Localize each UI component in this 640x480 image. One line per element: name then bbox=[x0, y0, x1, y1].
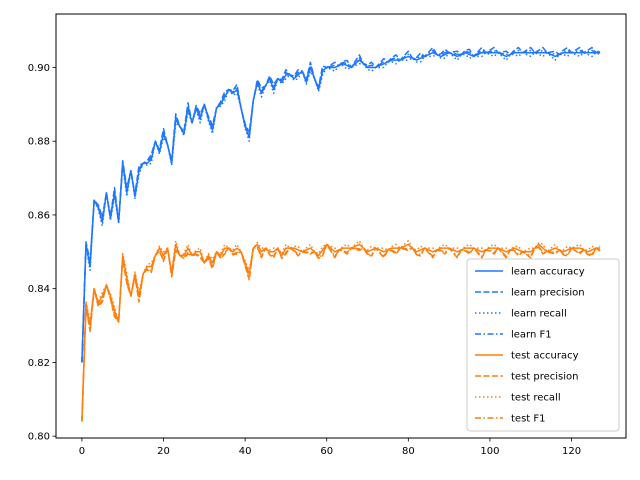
x-tick-label: 100 bbox=[480, 446, 499, 457]
y-tick-label: 0.90 bbox=[28, 63, 50, 74]
legend: learn accuracy learn precision learn recal… bbox=[466, 258, 620, 432]
x-tick-label: 60 bbox=[320, 446, 333, 457]
legend-label: learn accuracy bbox=[511, 267, 585, 278]
x-tick-label: 80 bbox=[402, 446, 415, 457]
y-tick-label: 0.88 bbox=[28, 137, 50, 148]
y-tick-label: 0.82 bbox=[28, 358, 50, 369]
x-tick-label: 120 bbox=[562, 446, 581, 457]
legend-label: learn recall bbox=[511, 309, 567, 320]
legend-label: learn F1 bbox=[511, 330, 552, 341]
x-tick-label: 0 bbox=[79, 446, 85, 457]
series-layer bbox=[81, 46, 601, 422]
legend-label: test precision bbox=[511, 372, 579, 383]
series-line-test-f1 bbox=[81, 243, 601, 422]
x-tick-label: 40 bbox=[239, 446, 252, 457]
legend-label: test accuracy bbox=[511, 351, 579, 362]
x-tick-label: 20 bbox=[157, 446, 170, 457]
y-tick-label: 0.80 bbox=[28, 432, 50, 443]
y-tick-label: 0.86 bbox=[28, 210, 50, 221]
legend-label: test recall bbox=[511, 393, 561, 404]
legend-label: test F1 bbox=[511, 414, 546, 425]
y-axis: 0.80 0.82 0.84 0.86 0.88 0.90 bbox=[28, 63, 56, 443]
series-line-learn-f1 bbox=[81, 49, 601, 363]
legend-label: learn precision bbox=[511, 288, 585, 299]
x-axis: 0 20 40 60 80 100 120 bbox=[79, 438, 581, 457]
plot-frame bbox=[55, 13, 627, 439]
legend-box bbox=[466, 258, 620, 432]
y-tick-label: 0.84 bbox=[28, 284, 50, 295]
